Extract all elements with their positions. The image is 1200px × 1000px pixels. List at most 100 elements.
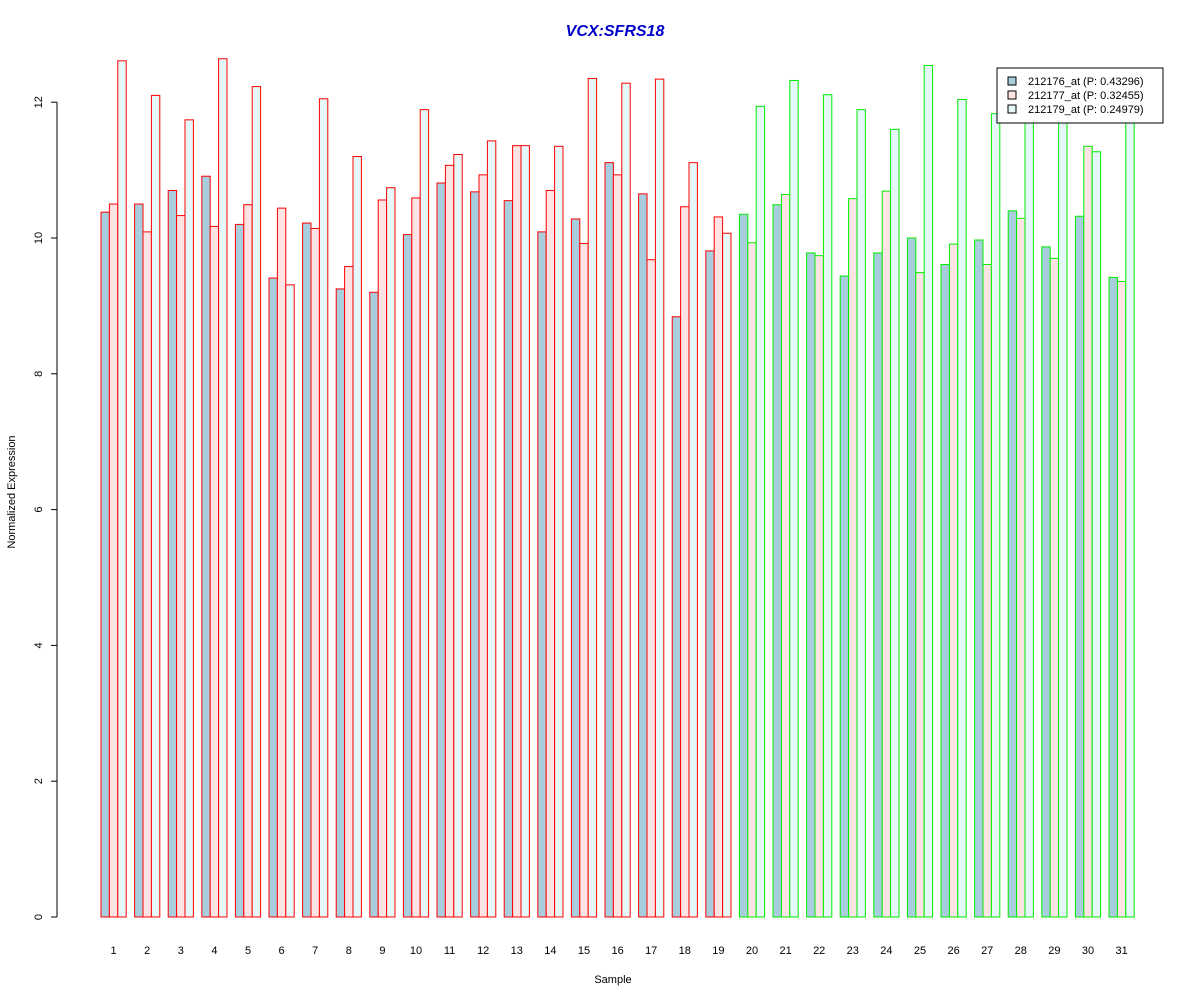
x-tick-label-16: 16 — [611, 945, 623, 957]
bar-2-sample-4 — [209, 225, 220, 918]
bar-3-sample-22 — [822, 94, 833, 918]
bar-2-sample-15 — [579, 242, 589, 918]
bar-3-sample-8 — [352, 156, 362, 918]
bar-2-sample-18 — [680, 206, 690, 918]
bar-2-sample-8 — [344, 266, 354, 918]
bar-3-sample-20 — [755, 105, 766, 918]
bar-3-sample-30 — [1091, 151, 1102, 918]
bar-1-sample-8 — [335, 288, 346, 918]
bar-2-sample-29 — [1049, 257, 1060, 918]
x-tick-label-17: 17 — [645, 945, 657, 957]
bar-3-sample-27 — [990, 113, 1001, 918]
bar-2-sample-14 — [545, 189, 556, 918]
bar-2-sample-27 — [982, 263, 992, 918]
bar-3-sample-2 — [150, 94, 161, 918]
legend-label-3: 212179_at (P: 0.24979) — [1028, 104, 1144, 116]
bar-1-sample-25 — [906, 237, 917, 918]
bar-3-sample-31 — [1125, 96, 1135, 918]
bar-2-sample-5 — [243, 204, 253, 918]
y-tick-label-2: 2 — [33, 778, 45, 784]
bar-1-sample-24 — [873, 252, 883, 918]
bar-1-sample-16 — [604, 162, 614, 918]
bar-3-sample-23 — [856, 109, 866, 918]
bar-1-sample-5 — [234, 223, 245, 918]
y-tick-label-6: 6 — [33, 507, 45, 513]
x-tick-label-7: 7 — [312, 945, 318, 957]
bar-3-sample-17 — [654, 78, 665, 918]
x-tick-label-20: 20 — [746, 945, 758, 957]
bar-3-sample-7 — [318, 98, 329, 918]
bar-2-sample-20 — [747, 242, 757, 918]
bar-1-sample-29 — [1041, 246, 1051, 918]
bar-2-sample-28 — [1016, 217, 1026, 918]
x-tick-label-15: 15 — [578, 945, 590, 957]
bar-3-sample-10 — [419, 109, 430, 918]
x-tick-label-1: 1 — [111, 945, 117, 957]
bar-1-sample-28 — [1007, 210, 1018, 918]
bar-2-sample-21 — [780, 194, 791, 918]
bar-2-sample-9 — [377, 199, 388, 918]
bar-1-sample-6 — [268, 277, 278, 918]
bar-3-sample-6 — [285, 284, 295, 918]
y-tick-label-8: 8 — [33, 371, 45, 377]
x-tick-label-22: 22 — [813, 945, 825, 957]
y-axis-label: Normalized Expression — [6, 435, 18, 548]
x-tick-label-8: 8 — [346, 945, 352, 957]
bar-1-sample-3 — [167, 189, 178, 918]
bar-1-sample-7 — [302, 222, 312, 918]
legend-label-1: 212176_at (P: 0.43296) — [1028, 76, 1144, 88]
bars-layer — [100, 58, 1135, 918]
bar-2-sample-1 — [108, 203, 119, 918]
bar-1-sample-22 — [806, 252, 816, 918]
bar-3-sample-9 — [386, 187, 396, 918]
bar-1-sample-13 — [503, 200, 514, 918]
bar-3-sample-3 — [184, 119, 194, 918]
bar-2-sample-16 — [612, 174, 623, 918]
x-tick-label-31: 31 — [1115, 945, 1127, 957]
x-tick-label-25: 25 — [914, 945, 926, 957]
legend-label-2: 212177_at (P: 0.32455) — [1028, 90, 1144, 102]
y-tick-label-4: 4 — [33, 642, 45, 648]
bar-1-sample-4 — [201, 175, 211, 918]
bar-3-sample-24 — [890, 128, 900, 918]
bar-1-sample-11 — [436, 182, 446, 918]
bar-1-sample-2 — [134, 203, 144, 918]
bar-2-sample-23 — [848, 198, 858, 918]
y-tick-label-0: 0 — [33, 914, 45, 920]
x-tick-label-28: 28 — [1015, 945, 1027, 957]
legend-swatch-1 — [1007, 76, 1017, 86]
bar-2-sample-3 — [176, 215, 186, 918]
bar-1-sample-9 — [369, 291, 379, 918]
bar-3-sample-21 — [789, 79, 799, 918]
bar-3-sample-14 — [554, 145, 564, 918]
chart-title: VCX:SFRS18 — [566, 23, 665, 40]
y-tick-label-12: 12 — [33, 96, 45, 108]
bar-2-sample-24 — [881, 190, 892, 918]
x-tick-label-26: 26 — [947, 945, 959, 957]
x-tick-label-11: 11 — [444, 945, 455, 957]
bar-3-sample-12 — [486, 140, 497, 918]
y-tick-label-10: 10 — [33, 232, 45, 244]
x-tick-label-6: 6 — [279, 945, 285, 957]
bar-2-sample-10 — [411, 197, 421, 918]
bar-3-sample-13 — [520, 145, 530, 918]
bar-1-sample-10 — [402, 234, 413, 918]
bar-1-sample-20 — [738, 213, 749, 918]
x-tick-label-10: 10 — [410, 945, 422, 957]
bar-2-sample-30 — [1083, 145, 1093, 918]
x-axis-label: Sample — [594, 974, 631, 986]
x-tick-label-24: 24 — [880, 945, 892, 957]
bar-1-sample-17 — [638, 193, 648, 918]
bar-1-sample-23 — [839, 275, 850, 918]
bar-3-sample-15 — [587, 77, 598, 918]
y-axis: 0 2 4 6 8 10 12 — [33, 96, 58, 920]
bar-3-sample-4 — [218, 58, 228, 918]
bar-1-sample-26 — [940, 263, 950, 918]
bar-1-sample-30 — [1074, 215, 1085, 918]
x-tick-label-18: 18 — [679, 945, 691, 957]
bar-3-sample-18 — [688, 162, 698, 918]
bar-1-sample-27 — [974, 239, 984, 918]
bar-2-sample-22 — [814, 255, 824, 918]
bar-2-sample-11 — [444, 164, 455, 918]
